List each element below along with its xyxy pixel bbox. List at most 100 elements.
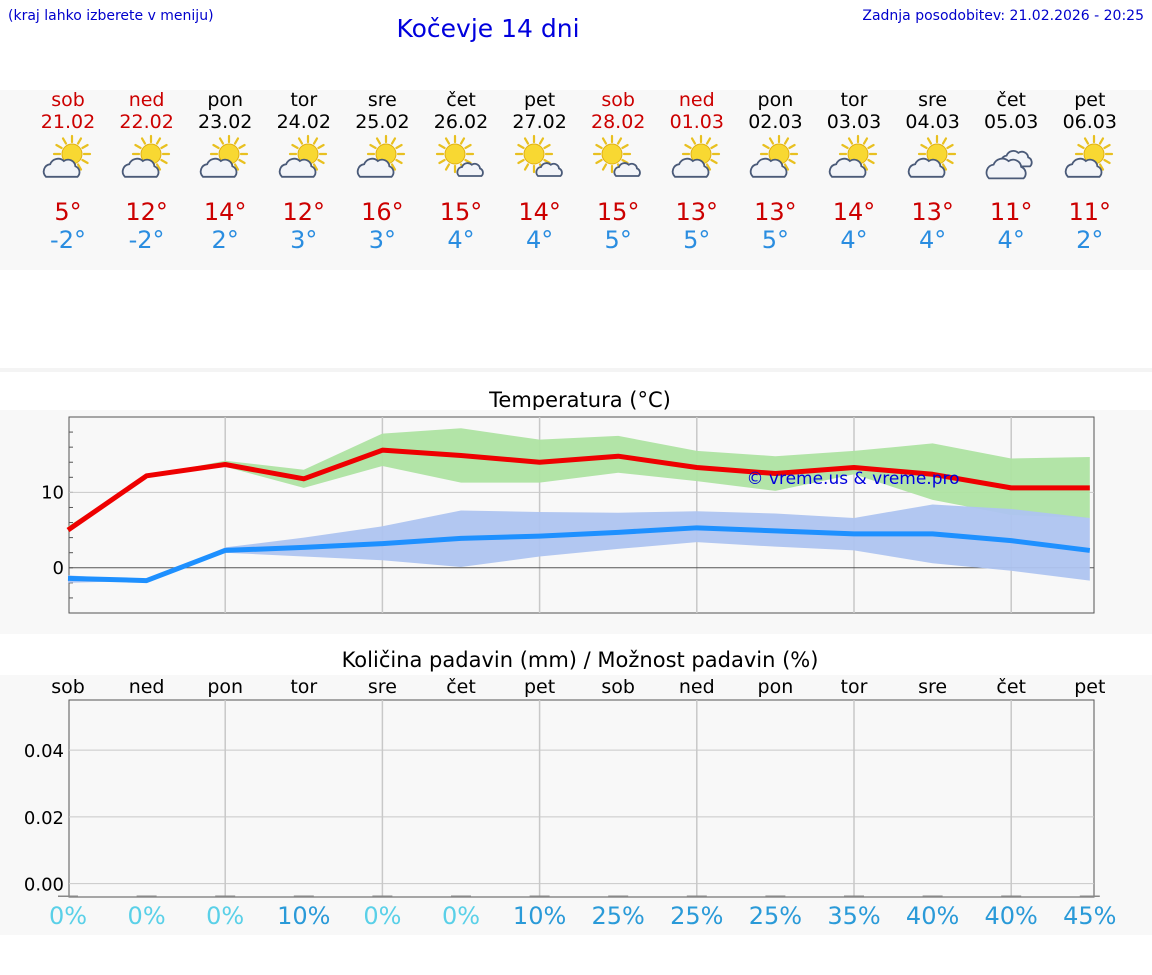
sun-ray [516,158,525,165]
sun-disc [444,143,466,165]
sun-ray [234,137,240,145]
partly-sunny-icon [121,134,170,178]
day-name: ned [678,89,715,111]
day-name: sob [601,89,635,111]
sun-ray [595,158,603,165]
sun-ray [317,158,325,165]
partly-sunny-icon [200,134,249,178]
max-temperature-line [66,447,1090,533]
precipitation-probability: 0% [127,902,166,930]
sun-ray [376,137,382,145]
sun-ray [212,143,220,150]
sun-ray [705,137,711,145]
temperature-chart: 0 10 © vreme.us & vreme.pro [41,416,1095,614]
day-date: 26.02 [433,111,489,133]
cloud-shape [613,162,641,177]
sun-ray [769,137,775,145]
day-name: sre [918,89,948,111]
sun-ray [941,163,947,171]
day-date: 04.03 [905,111,960,133]
precipitation-probability: 40% [984,902,1038,930]
precipitation-probability: 0% [441,902,481,930]
x-category-label: pon [207,676,243,698]
sun-ray [945,158,954,165]
sun-ray [444,163,451,171]
sun-ray [788,158,797,165]
sun-ray [238,143,246,150]
cloud-shape [750,157,788,178]
sun-ray [291,143,299,150]
x-category-label: sob [601,676,635,698]
min-temperature: 4° [918,226,947,254]
y-tick-label: 0.00 [24,875,64,896]
precipitation-probability: 0% [48,902,88,930]
x-category-label: ned [129,676,165,698]
sun-ray [784,137,790,145]
max-temperature: 12° [125,198,168,226]
sun-ray [76,137,83,145]
precipitation-bar [136,895,157,897]
day-date: 28.02 [590,111,646,133]
sun-ray [602,163,608,171]
precipitation-bar [58,895,78,897]
y-tick-label: 0.04 [24,741,64,762]
sun-ray [238,158,246,165]
min-temperature: 4° [997,226,1025,254]
sun-ray [617,137,623,145]
day-date: 05.03 [983,111,1039,133]
cloud-shape [907,157,945,178]
sun-ray [61,137,68,145]
day-date: 25.02 [355,111,410,133]
day-date: 27.02 [512,111,567,133]
min-temperature: 4° [447,226,475,254]
precipitation-bar [765,895,786,897]
partly-sunny-icon [907,134,956,178]
max-temperature: 14° [203,198,247,226]
precipitation-bar [1079,895,1100,897]
sun-ray [621,143,629,150]
x-category-label: tor [841,676,868,698]
sun-ray [155,163,161,171]
precipitation-bar [529,895,550,897]
sun-ray [1077,143,1085,150]
max-temperature: 11° [989,198,1033,226]
sun-ray [312,137,318,145]
sun-ray [941,137,947,145]
sun-ray [81,143,89,150]
sun-ray [159,143,168,150]
plot-area [68,699,1095,898]
sun-ray [438,158,446,165]
day-date: 03.03 [826,111,882,133]
precipitation-probability: 10% [277,902,331,930]
sun-ray [1103,158,1111,165]
day-name: čet [996,89,1026,111]
sun-ray [710,158,718,165]
sun-ray [841,143,849,150]
sun-ray [459,137,466,145]
precipitation-bar [293,895,314,897]
x-category-label: pet [524,676,555,698]
day-name: pon [757,89,794,111]
sun-ray [464,143,472,150]
sun-ray [317,143,325,150]
min-temperature: 5° [683,226,711,254]
sun-ray [391,163,397,171]
day-name: pon [207,89,244,111]
sun-ray [312,163,318,171]
max-temperature: 14° [832,198,876,226]
x-category-label: čet [996,676,1026,698]
cloud-shape [200,157,238,178]
sun-ray [1103,143,1111,150]
sun-ray [391,137,397,145]
y-tick-label: 0 [53,558,64,579]
cloud-shape [357,157,395,178]
sun-ray [523,137,529,145]
last-updated: Zadnja posodobitev: 21.02.2026 - 20:25 [862,8,1144,24]
precipitation-chart-title: Količina padavin (mm) / Možnost padavin … [341,648,819,672]
min-temperature-line [67,525,1091,584]
sun-disc [601,143,623,165]
precipitation-probability: 35% [827,902,881,930]
x-category-label: pet [1074,676,1105,698]
sun-ray [788,143,797,150]
